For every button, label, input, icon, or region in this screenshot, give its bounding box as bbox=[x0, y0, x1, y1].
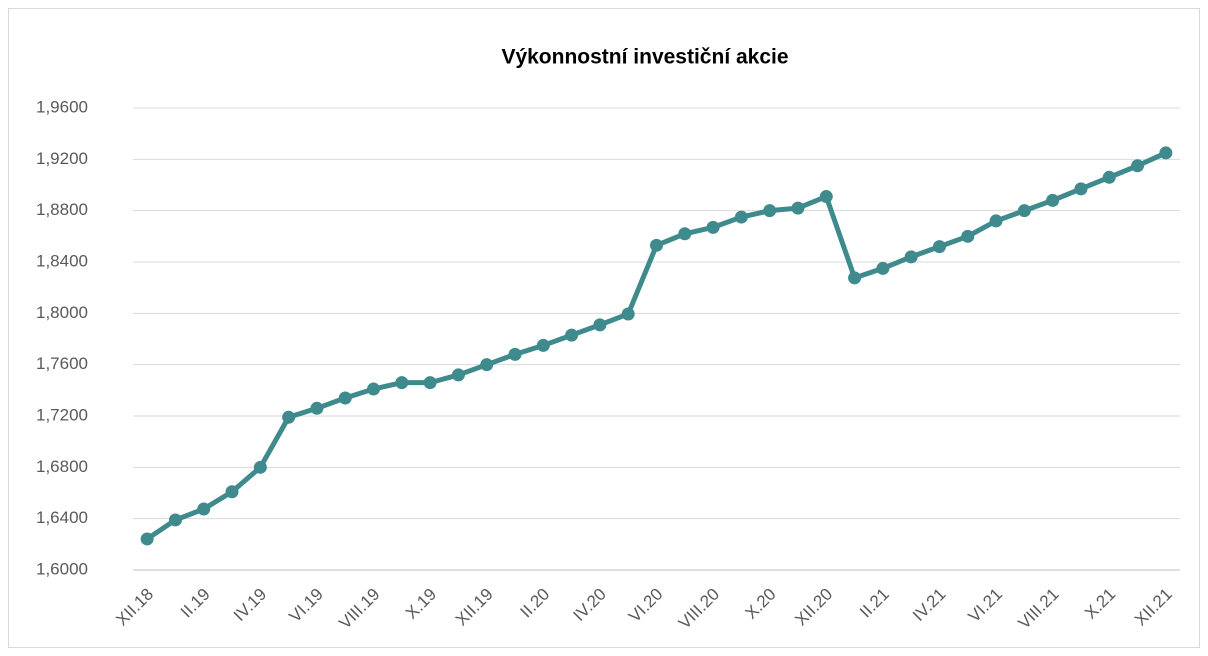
data-point bbox=[932, 240, 946, 254]
data-point bbox=[706, 220, 720, 234]
data-point bbox=[367, 382, 381, 396]
data-point bbox=[819, 190, 833, 204]
data-point bbox=[338, 391, 352, 405]
data-point bbox=[1102, 170, 1116, 184]
y-tick-label: 1,8800 bbox=[36, 200, 88, 219]
data-point bbox=[565, 328, 579, 342]
data-point bbox=[650, 238, 663, 252]
data-point bbox=[423, 376, 437, 390]
y-tick-label: 1,9200 bbox=[36, 149, 88, 168]
data-point bbox=[168, 513, 182, 527]
data-point bbox=[961, 229, 975, 243]
y-tick-label: 1,6400 bbox=[36, 508, 88, 527]
data-point bbox=[848, 271, 862, 285]
data-point bbox=[536, 338, 550, 352]
data-point bbox=[395, 376, 409, 390]
y-tick-label: 1,8400 bbox=[36, 251, 88, 270]
data-point bbox=[678, 227, 692, 241]
data-point bbox=[197, 502, 211, 516]
y-tick-label: 1,9600 bbox=[36, 97, 88, 116]
y-tick-label: 1,7600 bbox=[36, 354, 88, 373]
data-point bbox=[1131, 159, 1145, 173]
data-point bbox=[734, 210, 748, 224]
data-point bbox=[310, 401, 324, 415]
data-point bbox=[791, 201, 805, 215]
data-point bbox=[225, 485, 239, 499]
data-point bbox=[593, 318, 607, 332]
chart-title: Výkonnostní investiční akcie bbox=[501, 46, 788, 69]
data-point bbox=[480, 358, 494, 372]
data-point bbox=[989, 214, 1003, 228]
data-point bbox=[140, 532, 154, 546]
data-point bbox=[904, 250, 918, 264]
data-point bbox=[1074, 182, 1088, 196]
data-point bbox=[1017, 204, 1031, 218]
data-point bbox=[621, 307, 635, 321]
data-point bbox=[1046, 193, 1060, 207]
y-tick-label: 1,6800 bbox=[36, 457, 88, 476]
y-tick-label: 1,7200 bbox=[36, 405, 88, 424]
data-point bbox=[451, 368, 465, 382]
y-tick-label: 1,8000 bbox=[36, 303, 88, 322]
data-point bbox=[508, 347, 522, 361]
data-point bbox=[253, 460, 267, 474]
y-tick-label: 1,6000 bbox=[36, 559, 88, 578]
data-point bbox=[282, 410, 296, 424]
data-point bbox=[763, 204, 777, 218]
data-point bbox=[1159, 146, 1173, 160]
data-point bbox=[876, 261, 890, 275]
